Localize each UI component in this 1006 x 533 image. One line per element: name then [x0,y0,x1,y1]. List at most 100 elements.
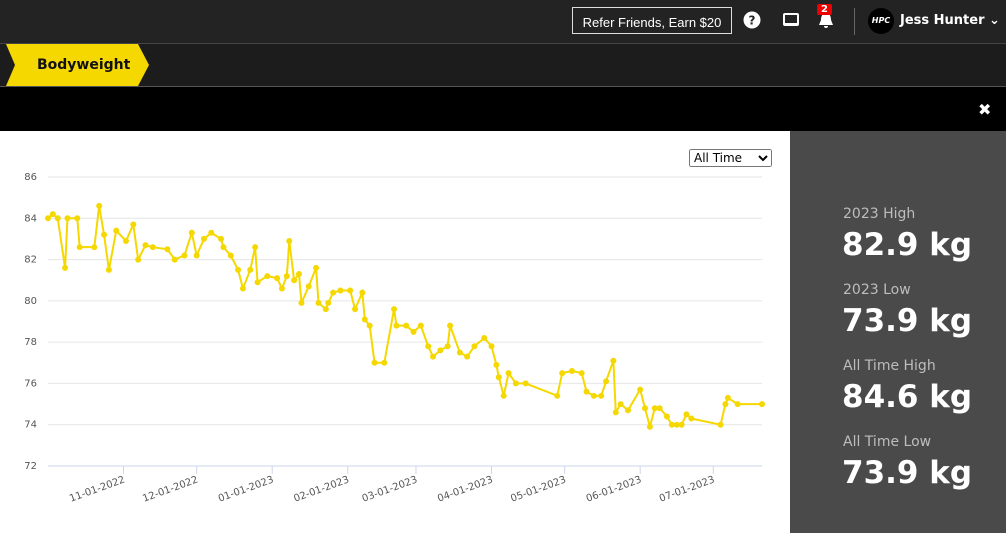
weight-point [193,252,200,259]
weight-point [64,215,71,222]
x-tick-label: 03-01-2023 [361,474,419,504]
weight-point [135,256,142,263]
refer-button[interactable]: Refer Friends, Earn $20 [572,7,732,34]
weight-point [49,211,56,218]
weight-point [278,285,285,292]
weight-point [425,343,432,350]
weight-point [264,273,271,280]
weight-point [381,359,388,366]
weight-point [227,252,234,259]
svg-text:?: ? [749,14,756,28]
weight-point [220,244,227,251]
x-tick-label: 05-01-2023 [509,474,567,504]
weight-point [637,386,644,393]
weight-point [347,287,354,294]
top-bar: Refer Friends, Earn $20 ? 2 HPC Jess Hun… [0,0,1006,44]
weight-point [481,335,488,342]
stat-value: 73.9 kg [842,455,973,491]
weight-point [617,401,624,408]
weight-point [113,227,120,234]
weight-point [45,215,51,222]
weight-point [200,235,207,242]
weight-point [74,215,81,222]
weight-point [512,380,519,387]
stats-panel: 2023 High 82.9 kg 2023 Low 73.9 kg All Time … [790,131,1006,533]
stat-value: 73.9 kg [842,303,973,339]
weight-point [590,392,597,399]
y-tick-label: 86 [24,172,37,183]
x-tick-label: 11-01-2022 [68,474,126,504]
weight-point [559,370,566,377]
y-tick-label: 84 [24,213,37,224]
user-menu[interactable]: Jess Hunter ⌄ [900,13,1000,28]
x-tick-label: 12-01-2022 [141,474,199,504]
weight-point [554,392,561,399]
weight-point [598,392,605,399]
weight-point [651,405,658,412]
weight-point [410,328,417,335]
y-tick-label: 72 [24,461,37,472]
stat-label: 2023 Low [843,282,911,298]
weight-point [239,285,246,292]
weight-point [688,415,695,422]
weight-point [313,264,320,271]
weight-point [610,357,617,364]
weight-point [130,221,137,228]
stat-label: All Time Low [843,434,932,450]
weight-point [495,374,502,381]
weight-point [181,252,188,259]
weight-point [447,322,454,329]
y-tick-label: 82 [24,255,37,266]
weight-point [274,275,281,282]
notifications-icon[interactable] [817,11,835,29]
weight-point [488,343,495,350]
weight-point [142,242,149,249]
weight-point [62,264,69,271]
weight-line [47,205,762,431]
x-tick-label: 06-01-2023 [585,474,643,504]
tab-shape [6,44,149,86]
notification-badge: 2 [817,4,832,15]
x-tick-label: 04-01-2023 [436,474,494,504]
weight-point [291,277,298,284]
weight-point [96,202,103,209]
weight-point [642,405,649,412]
help-icon[interactable]: ? [743,11,761,29]
avatar[interactable]: HPC [868,8,894,34]
weight-point [218,235,225,242]
weight-point [235,266,242,273]
weight-point [286,237,293,244]
x-tick-label: 07-01-2023 [658,474,716,504]
y-tick-label: 74 [24,420,37,431]
close-button[interactable]: ✖ [978,100,992,119]
range-select[interactable]: All Time [689,149,772,167]
weight-point [352,306,359,313]
weight-point [430,353,437,360]
weight-point [54,215,61,222]
stat-label: All Time High [843,358,936,374]
weight-point [254,279,261,286]
weight-point [578,370,585,377]
weight-point [656,405,663,412]
weight-point [208,229,215,236]
weight-point [724,394,731,401]
tab-bar: Bodyweight [0,44,1006,87]
stat-label: 2023 High [843,206,916,222]
weight-point [298,299,305,306]
weight-point [295,271,302,278]
weight-point [646,423,653,430]
stat-value: 84.6 kg [842,379,973,415]
weight-point [493,361,500,368]
weight-point [393,322,400,329]
messages-icon[interactable] [782,11,800,29]
stat-value: 82.9 kg [842,227,973,263]
user-name[interactable]: Jess Hunter [900,13,985,28]
weight-point [663,413,670,420]
weight-point [76,244,83,251]
weight-point [101,231,108,238]
weight-point [568,368,575,375]
weight-point [673,421,680,428]
tab[interactable]: Bodyweight [37,57,131,73]
weight-point [171,256,178,263]
